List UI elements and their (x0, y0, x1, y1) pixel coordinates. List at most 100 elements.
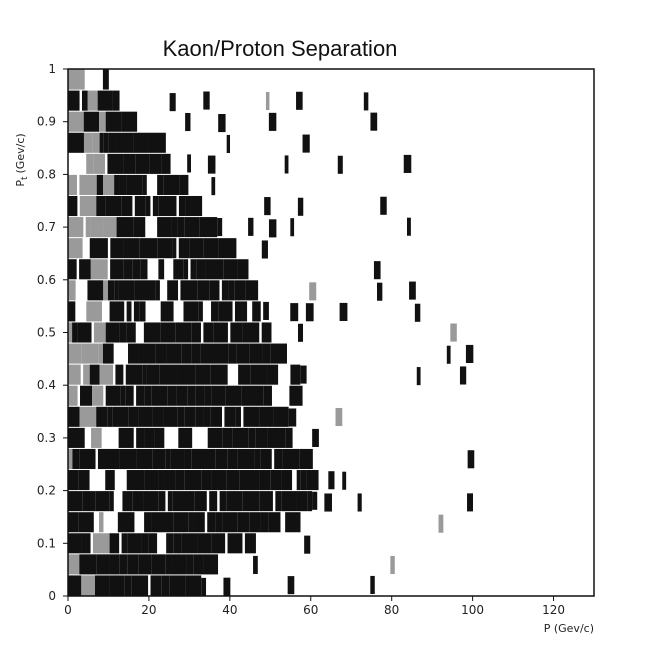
heatmap-cell (109, 533, 120, 554)
heatmap-cell (178, 427, 193, 448)
heatmap-cell (173, 533, 182, 554)
x-tick-label: 60 (303, 603, 318, 617)
heatmap-cell (103, 280, 108, 301)
heatmap-cell (185, 575, 202, 596)
heatmap-cell (181, 533, 198, 554)
heatmap-cell (81, 343, 99, 364)
heatmap-cell (92, 385, 104, 406)
heatmap-cell (373, 261, 381, 280)
heatmap-cell (105, 470, 115, 491)
heatmap-cell (290, 364, 301, 385)
heatmap-cell (234, 280, 246, 301)
heatmap-cell (299, 448, 313, 470)
heatmap-cell (218, 301, 233, 322)
heatmap-cell (81, 575, 95, 596)
heatmap-cell (248, 427, 256, 448)
heatmap-cell (68, 427, 85, 448)
heatmap-cell (196, 259, 206, 280)
heatmap-cell (234, 301, 248, 322)
heatmap-cell (126, 301, 132, 322)
heatmap-cell (82, 491, 96, 512)
heatmap-cell (87, 280, 104, 301)
heatmap-cell (186, 554, 194, 575)
heatmap-cell (245, 280, 259, 301)
heatmap-cell (133, 301, 140, 322)
heatmap-cell (98, 343, 103, 364)
heatmap-cell (113, 448, 120, 470)
heatmap-cell (403, 154, 412, 173)
heatmap-cell (128, 343, 139, 364)
heatmap-cell (235, 406, 241, 427)
heatmap-cell (217, 218, 223, 237)
heatmap-cell (300, 470, 307, 491)
heatmap-cell (304, 535, 311, 554)
heatmap-cell (83, 364, 90, 385)
heatmap-cell (306, 470, 319, 491)
heatmap-cell (102, 343, 114, 364)
heatmap-cell (181, 343, 192, 364)
heatmap-cell (201, 577, 207, 596)
x-tick-label: 20 (141, 603, 156, 617)
heatmap-cell (270, 470, 282, 491)
heatmap-cell (238, 364, 251, 385)
heatmap-cell (263, 385, 272, 406)
heatmap-cell (157, 238, 173, 259)
heatmap-cell (151, 385, 168, 406)
y-axis-label-main: P (14, 180, 27, 187)
heatmap-cell (72, 322, 78, 343)
heatmap-cell (222, 427, 233, 448)
heatmap-cell (175, 322, 192, 343)
heatmap-cell (142, 364, 147, 385)
heatmap-cell (139, 238, 158, 259)
heatmap-cell (123, 238, 140, 259)
heatmap-cell (68, 448, 73, 470)
heatmap-cell (118, 427, 134, 448)
heatmap-cell (337, 155, 343, 174)
heatmap-cell (312, 491, 318, 510)
heatmap-cell (152, 406, 164, 427)
heatmap-cell (97, 90, 113, 111)
heatmap-cell (123, 153, 136, 174)
heatmap-cell (164, 470, 170, 491)
heatmap-cell (122, 491, 133, 512)
heatmap-cell (119, 322, 127, 343)
heatmap-cell (157, 174, 164, 195)
heatmap-cell (68, 301, 76, 322)
heatmap-cell (414, 303, 421, 322)
heatmap-cell (169, 575, 186, 596)
heatmap-cell (284, 155, 289, 174)
heatmap-cell (250, 364, 268, 385)
heatmap-cell (312, 428, 319, 447)
heatmap-cell (267, 364, 279, 385)
heatmap-cell (183, 301, 199, 322)
heatmap-cell (141, 533, 149, 554)
heatmap-cell (226, 470, 240, 491)
heatmap-cell (259, 470, 271, 491)
heatmap-cell (83, 132, 93, 153)
y-tick-label: 0.7 (37, 220, 56, 234)
heatmap-cell (213, 343, 229, 364)
heatmap-cell (177, 364, 196, 385)
heatmap-cell (99, 259, 108, 280)
heatmap-cell (187, 385, 196, 406)
heatmap-cell (230, 322, 243, 343)
heatmap-cell (139, 301, 146, 322)
heatmap-cell (144, 512, 152, 533)
heatmap-cell (178, 195, 186, 217)
heatmap-cell (237, 259, 249, 280)
heatmap-cell (209, 491, 218, 512)
heatmap-cell (99, 132, 104, 153)
heatmap-cell (172, 491, 189, 512)
heatmap-cell (155, 280, 160, 301)
heatmap-cell (226, 491, 243, 512)
heatmap-cell (189, 238, 204, 259)
heatmap-cell (203, 238, 219, 259)
heatmap-cell (109, 195, 122, 217)
heatmap-cell (165, 554, 172, 575)
chart-title: Kaon/Proton Separation (163, 36, 398, 61)
heatmap-cell (99, 111, 106, 132)
heatmap-cell (105, 322, 120, 343)
heatmap-cell (274, 448, 283, 470)
heatmap-cell (146, 364, 160, 385)
heatmap-cell (171, 554, 187, 575)
